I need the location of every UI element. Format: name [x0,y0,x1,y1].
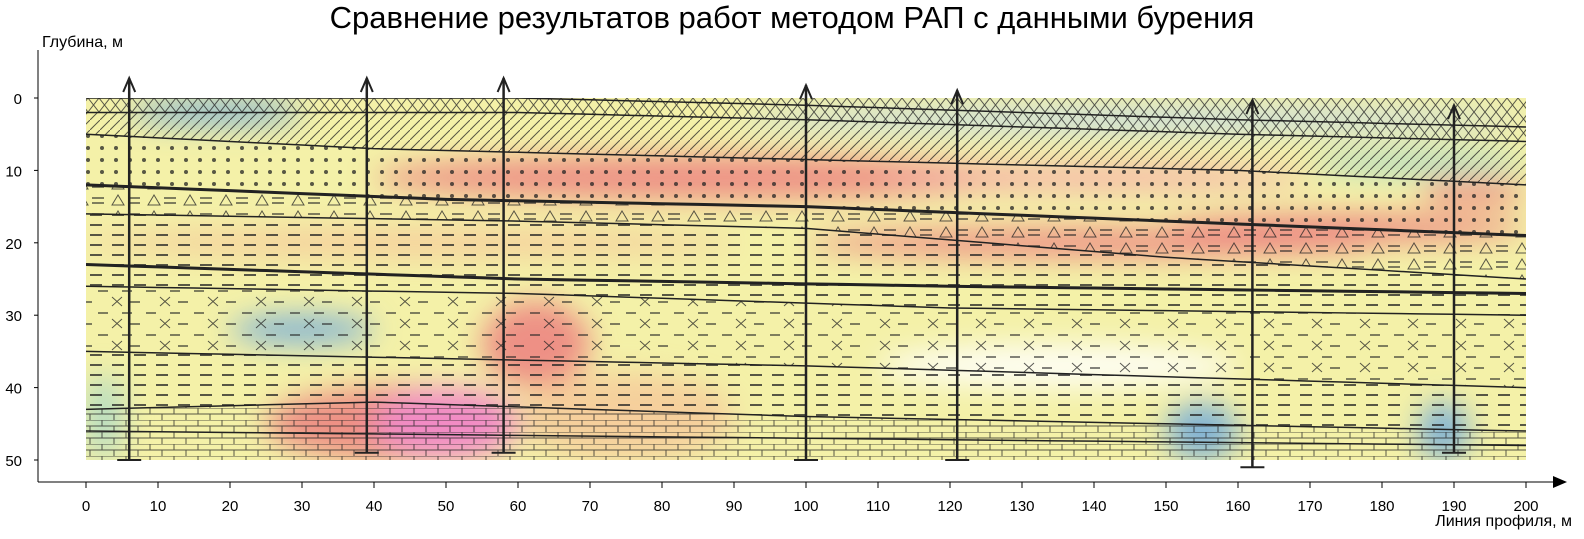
borehole [794,82,818,461]
lithology-band [86,98,1526,127]
x-tick-label: 200 [1513,498,1538,515]
chart-title: Сравнение результатов работ методом РАП … [329,0,1255,35]
x-tick-label: 80 [654,498,671,515]
x-tick-label: 40 [366,498,383,515]
x-tick-label: 90 [726,498,743,515]
y-tick-label: 10 [5,163,22,180]
x-tick-label: 160 [1225,498,1250,515]
x-tick-label: 170 [1297,498,1322,515]
borehole [117,75,142,461]
borehole [354,75,379,454]
x-tick-label: 180 [1369,498,1394,515]
y-tick-label: 40 [5,381,22,398]
x-tick-label: 100 [793,498,818,515]
x-tick-label: 130 [1009,498,1034,515]
y-tick-label: 0 [14,91,22,108]
x-tick-label: 110 [866,498,890,515]
borehole [491,75,516,454]
y-tick-label: 30 [5,308,22,325]
x-tick-label: 10 [150,498,167,515]
x-tick-label: 190 [1441,498,1466,515]
x-axis-label: Линия профиля, м [1435,513,1572,530]
x-tick-label: 50 [438,498,455,515]
y-tick-label: 20 [5,236,22,253]
boreholes [117,75,1466,469]
x-tick-label: 120 [937,498,962,515]
borehole [1442,102,1466,454]
borehole-marker [1447,102,1461,120]
x-tick-label: 30 [294,498,311,515]
borehole [1240,97,1265,469]
borehole-marker [122,75,137,93]
x-tick-label: 150 [1153,498,1178,515]
x-tick-label: 20 [222,498,239,515]
x-tick-label: 140 [1081,498,1106,515]
x-tick-label: 60 [510,498,527,515]
y-axis-label: Глубина, м [42,34,124,51]
borehole-marker [359,75,374,93]
y-tick-label: 50 [5,453,22,470]
axes: 0 10 20 30 40 50 60 70 80 90 100 110 120 130 140 150 160… [5,50,1567,515]
borehole [945,87,970,461]
x-tick-label: 0 [82,498,90,515]
borehole-marker [799,82,813,100]
borehole-marker [496,75,511,93]
borehole-marker [950,87,965,105]
x-axis-arrow [1553,476,1567,488]
borehole-marker [1245,97,1260,115]
lithology-band [86,184,1526,279]
x-tick-label: 70 [582,498,599,515]
